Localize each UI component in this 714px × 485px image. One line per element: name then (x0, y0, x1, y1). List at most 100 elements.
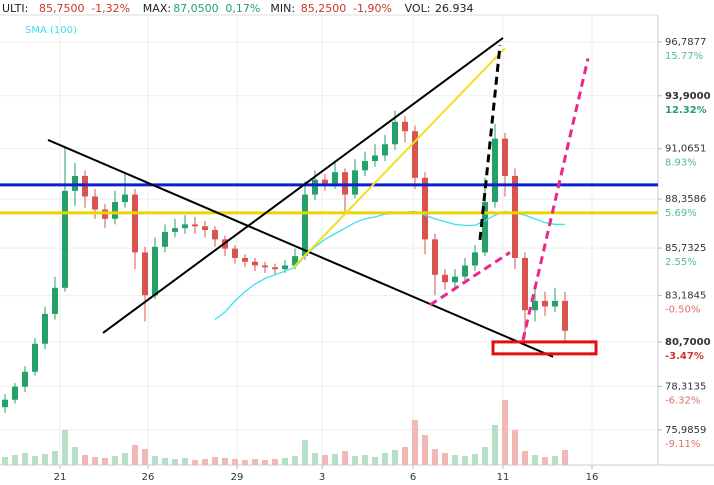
candle-body (462, 265, 468, 277)
candle-body (442, 274, 448, 283)
x-tick-label: 21 (54, 472, 67, 483)
header-value: 85,7500 (39, 2, 85, 15)
x-tick-label: 29 (231, 472, 244, 483)
candle-body (22, 371, 28, 387)
pct-label: 2.55% (665, 257, 697, 268)
volume-bar (562, 450, 568, 465)
candle-body (432, 239, 438, 275)
legend-label: SMA (100) (25, 25, 77, 36)
candle-body (142, 252, 148, 296)
candle-body (182, 224, 188, 229)
candle-body (112, 202, 118, 219)
y-tick-label: 91,0651 (665, 144, 706, 155)
candle-body (382, 144, 388, 156)
volume-bar (152, 456, 158, 465)
volume-bar (42, 454, 48, 465)
candle-body (562, 300, 568, 331)
header-change: 0,17% (225, 2, 260, 15)
volume-bar (272, 459, 278, 465)
volume-bar (542, 457, 548, 465)
volume-bar (362, 455, 368, 465)
volume-bar (192, 460, 198, 465)
volume-bar (182, 458, 188, 465)
candle-body (272, 267, 278, 270)
candle-body (392, 121, 398, 145)
volume-bar (12, 455, 18, 465)
candle-body (482, 202, 488, 253)
volume-bar (332, 454, 338, 465)
volume-bar (412, 420, 418, 465)
volume-bar (432, 449, 438, 465)
volume-bar (2, 457, 8, 465)
candle-body (162, 231, 168, 247)
x-tick-label: 26 (142, 472, 155, 483)
candle-body (532, 300, 538, 311)
candle-body (422, 177, 428, 240)
volume-bar (212, 457, 218, 465)
candle-body (492, 138, 498, 203)
y-tick-label: 88,3586 (665, 194, 706, 205)
volume-bar (462, 456, 468, 465)
volume-bar (322, 455, 328, 465)
volume-bar (22, 453, 28, 465)
candle-body (502, 138, 508, 176)
candle-body (62, 190, 68, 288)
volume-bar (202, 459, 208, 465)
pct-label: -0.50% (665, 305, 700, 316)
candle-body (12, 386, 18, 400)
candle-body (452, 276, 458, 283)
volume-bar (452, 455, 458, 465)
header-change: -1,90% (353, 2, 392, 15)
volume-bar (62, 430, 68, 465)
header-value: 87,0500 (173, 2, 219, 15)
candle-body (172, 228, 178, 232)
candle-body (312, 179, 318, 195)
candle-body (472, 252, 478, 266)
header-label: MAX: (143, 2, 171, 15)
candle-body (262, 265, 268, 268)
candle-body (542, 300, 548, 307)
volume-bar (252, 459, 258, 465)
candle-body (362, 161, 368, 171)
pct-label: -3.47% (665, 351, 704, 362)
candle-body (252, 261, 258, 266)
volume-bar (32, 456, 38, 465)
trend-line (429, 251, 511, 307)
candle-body (132, 194, 138, 253)
volume-bar (342, 451, 348, 465)
pct-label: -6.32% (665, 395, 700, 406)
candle-body (352, 170, 358, 195)
volume-bar (472, 454, 478, 465)
volume-bar (172, 459, 178, 465)
candle-body (192, 224, 198, 227)
candle-body (152, 246, 158, 296)
volume-bar (142, 449, 148, 465)
volume-bar (532, 455, 538, 465)
candle-body (302, 194, 308, 257)
y-tick-label: 78,3135 (665, 381, 706, 392)
volume-bar (292, 456, 298, 465)
volume-bar (282, 458, 288, 465)
candle-body (242, 257, 248, 262)
volume-bar (262, 460, 268, 465)
candle-body (232, 248, 238, 258)
trend-line (478, 45, 502, 241)
header-label: ULTI: (2, 2, 28, 15)
volume-bar (92, 457, 98, 465)
x-tick-label: 11 (497, 472, 510, 483)
header-value: 26.934 (435, 2, 474, 15)
header-value: 85,2500 (301, 2, 347, 15)
header-label: MIN: (270, 2, 295, 15)
volume-bar (352, 456, 358, 465)
volume-bar (522, 451, 528, 465)
y-tick-label: 80,7000 (665, 337, 711, 348)
candle-body (52, 287, 58, 314)
volume-bar (162, 458, 168, 465)
pct-label: -9.11% (665, 439, 700, 450)
volume-bar (372, 457, 378, 465)
candle-body (42, 313, 48, 344)
volume-bar (422, 435, 428, 465)
volume-bar (392, 450, 398, 465)
candle-body (552, 300, 558, 307)
